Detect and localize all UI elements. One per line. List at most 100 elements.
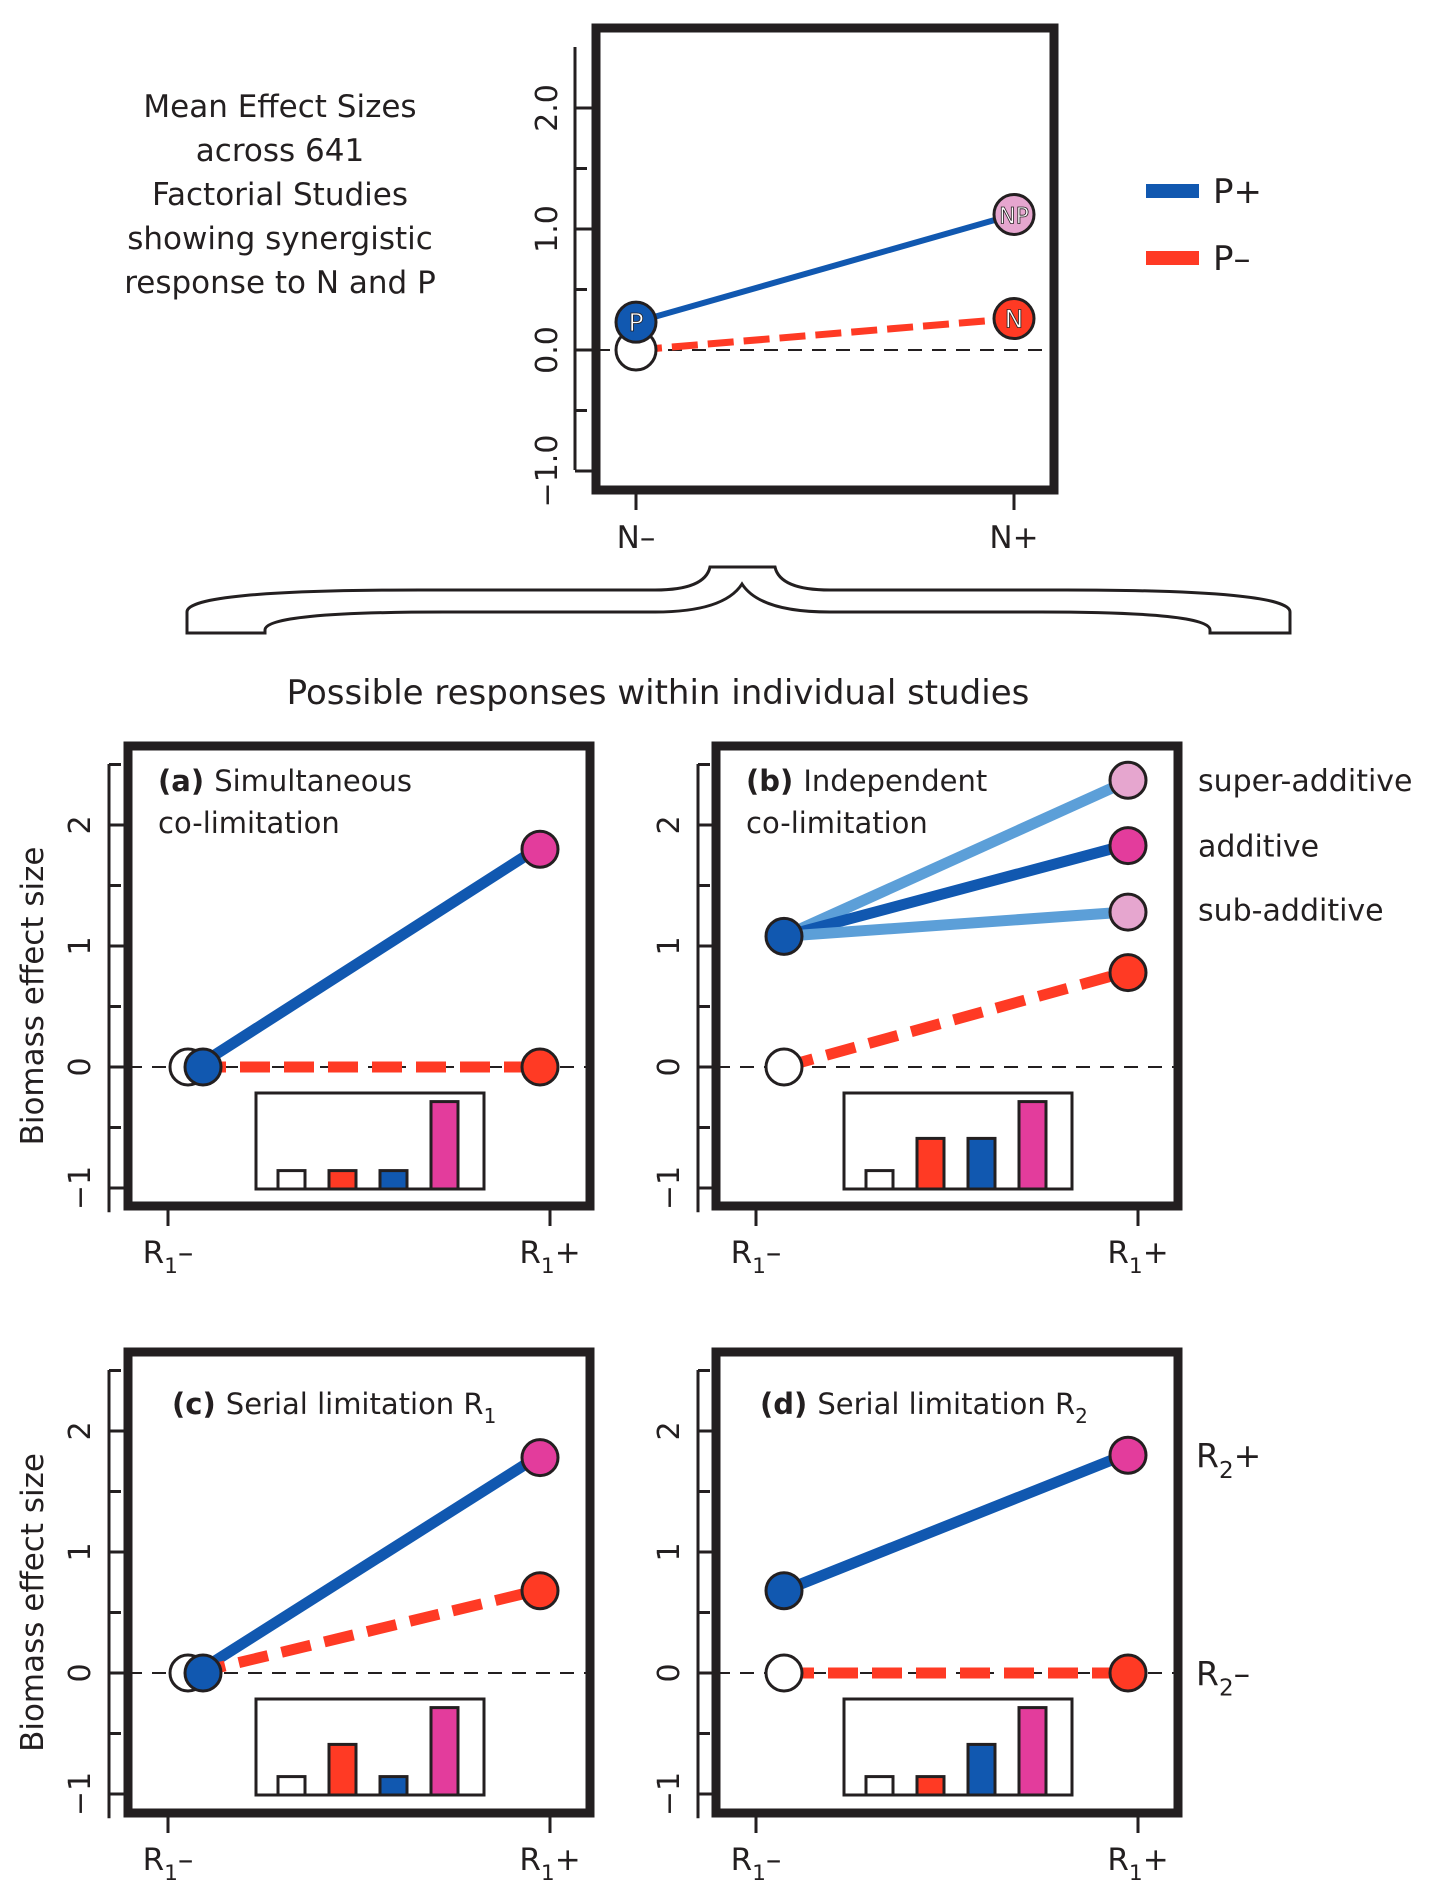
series-line-p-minus <box>635 315 1015 354</box>
plot-frame <box>711 1347 1183 1818</box>
inset-bar <box>1017 1706 1048 1797</box>
x-tick-label: R1+ <box>519 1842 580 1886</box>
series-annotation: additive <box>1198 830 1319 865</box>
panel-title-line: co-limitation <box>158 806 340 840</box>
y-tick-label: 1 <box>652 936 687 955</box>
point-label: NP <box>999 204 1029 229</box>
inset-bar <box>327 1169 358 1191</box>
inset-bar <box>915 1775 946 1797</box>
y-tick-label: −1.0 <box>530 435 565 508</box>
panel-c: −1 0 1 2 Biomass effect size R1– R1+ (c) Serial… <box>15 1347 595 1886</box>
plot-frame <box>711 741 1183 1211</box>
curly-brace <box>185 565 1292 635</box>
y-tick-label: 1 <box>63 1542 98 1561</box>
series-annotation: R2– <box>1196 1654 1250 1702</box>
inset-bar <box>966 1136 997 1191</box>
series-line <box>781 777 1127 942</box>
panel-title: (c) Serial limitation R1 <box>172 1387 496 1428</box>
y-tick-label: −1 <box>652 1772 687 1816</box>
panel-title: (b) Independent <box>746 764 987 798</box>
y-axis-label: Biomass effect size <box>15 847 51 1146</box>
point-label: N <box>1005 305 1024 334</box>
panel-d: −1 0 1 2 R1– R1+ (d) Serial limitation R2 R2+ R2… <box>652 1347 1261 1886</box>
plot-frame <box>123 741 595 1211</box>
description-line: response to N and P <box>124 265 436 301</box>
x-tick-label: R1+ <box>1107 1842 1168 1886</box>
inset-bar <box>276 1775 307 1797</box>
data-point <box>992 297 1036 341</box>
data-point <box>614 300 658 344</box>
series-annotation: super-additive <box>1198 764 1413 799</box>
description-line: across 641 <box>195 133 365 169</box>
series-line <box>193 844 539 1072</box>
data-point <box>520 1438 560 1478</box>
y-tick-label: 2 <box>652 815 687 834</box>
main-chart: −1.0 0.0 1.0 2.0 N– N+ P N NP P+ P– <box>530 23 1262 556</box>
series-annotation: sub-additive <box>1198 894 1384 929</box>
inset-bar <box>1017 1100 1048 1191</box>
data-point <box>764 1047 804 1087</box>
legend-label: P– <box>1213 239 1251 279</box>
x-tick-label: R1– <box>731 1842 782 1886</box>
data-point <box>1108 760 1148 800</box>
series-line <box>782 967 1126 1073</box>
y-tick-label: 0 <box>652 1663 687 1682</box>
y-tick-label: 0 <box>652 1057 687 1076</box>
panel-title: (a) Simultaneous <box>158 764 412 798</box>
x-tick-label: N+ <box>989 520 1038 556</box>
x-tick-label: R1– <box>731 1235 782 1279</box>
panel-title-line: co-limitation <box>746 806 928 840</box>
y-tick-label: −1 <box>652 1166 687 1210</box>
data-point <box>183 1653 223 1693</box>
y-tick-label: 1 <box>652 1542 687 1561</box>
data-point <box>764 1571 804 1611</box>
data-point <box>520 1047 560 1087</box>
data-point <box>520 1571 560 1611</box>
y-tick-label: −1 <box>63 1772 98 1816</box>
y-tick-label: 2 <box>652 1421 687 1440</box>
y-tick-label: −1 <box>63 1166 98 1210</box>
series-annotation: R2+ <box>1196 1436 1261 1484</box>
description-line: Factorial Studies <box>152 177 408 213</box>
panel-title: (d) Serial limitation R2 <box>760 1387 1088 1428</box>
data-point <box>520 829 560 869</box>
y-axis-label: Biomass effect size <box>15 1453 51 1752</box>
y-tick-label: 2 <box>63 815 98 834</box>
series-line-p-plus <box>635 211 1015 326</box>
data-point <box>992 192 1036 236</box>
data-point <box>1108 826 1148 866</box>
x-tick-label: N– <box>617 520 656 556</box>
panel-b: −1 0 1 2 R1– R1+ (b) Independent co-limitation s… <box>652 741 1413 1279</box>
legend-label: P+ <box>1213 172 1262 212</box>
section-title: Possible responses within individual stu… <box>287 673 1030 713</box>
inset-bar <box>864 1169 895 1191</box>
data-point <box>1108 1435 1148 1475</box>
data-point <box>1108 1653 1148 1693</box>
y-tick-label: 2 <box>63 1421 98 1440</box>
y-tick-label: 2.0 <box>530 84 565 132</box>
series-line <box>194 1585 538 1679</box>
data-point <box>764 916 804 956</box>
series-line <box>783 906 1125 942</box>
inset-bar <box>915 1136 946 1191</box>
y-tick-label: 0 <box>63 1057 98 1076</box>
series-line <box>781 1450 1127 1596</box>
inset-bar <box>378 1169 409 1191</box>
description-line: Mean Effect Sizes <box>143 89 417 125</box>
data-point <box>183 1047 223 1087</box>
inset-bar <box>429 1706 460 1797</box>
data-point <box>1108 953 1148 993</box>
x-tick-label: R1– <box>143 1235 194 1279</box>
x-tick-label: R1– <box>143 1842 194 1886</box>
series-line <box>782 840 1126 942</box>
data-point <box>764 1653 804 1693</box>
inset-bar <box>429 1100 460 1191</box>
y-tick-label: 1.0 <box>530 205 565 253</box>
inset-bar <box>966 1742 997 1797</box>
x-tick-label: R1+ <box>519 1235 580 1279</box>
point-label: P <box>628 308 643 337</box>
inset-bar <box>864 1775 895 1797</box>
y-tick-label: 1 <box>63 936 98 955</box>
inset-bar <box>276 1169 307 1191</box>
